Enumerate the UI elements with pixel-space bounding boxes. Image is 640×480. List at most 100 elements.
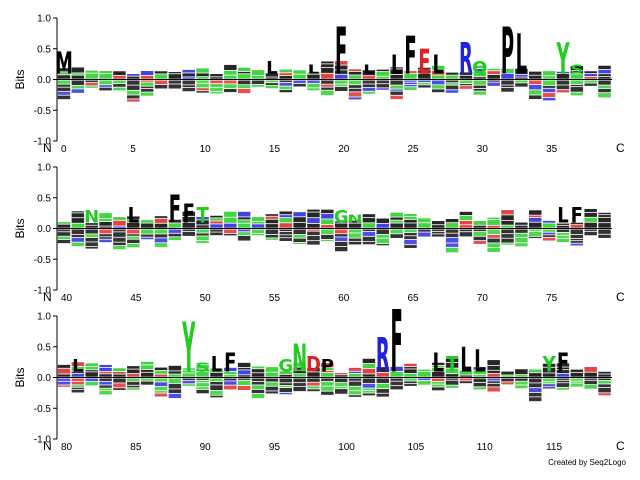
background-glyph-negative: [418, 232, 431, 237]
background-glyph: [57, 222, 71, 224]
background-glyph-negative: [113, 378, 126, 383]
background-glyph-negative: [515, 385, 528, 389]
background-glyph-negative: [99, 390, 112, 395]
y-tick-label: 0.5: [37, 44, 51, 55]
background-glyph: [542, 71, 556, 76]
background-glyph: [459, 75, 473, 79]
background-glyph: [501, 375, 514, 377]
background-glyph-negative: [57, 378, 71, 381]
background-glyph: [307, 223, 320, 228]
background-glyph: [182, 373, 195, 377]
background-glyph-negative: [529, 378, 542, 383]
background-glyph-negative: [501, 382, 514, 385]
background-glyph-negative: [431, 378, 445, 382]
background-glyph: [404, 369, 417, 374]
background-glyph: [473, 69, 487, 72]
background-glyph: [598, 212, 611, 215]
x-tick-label: 55: [269, 293, 281, 304]
background-glyph-negative: [418, 85, 431, 88]
background-glyph: [140, 361, 154, 365]
background-glyph: [334, 375, 348, 377]
residue-letter-Y: Y: [542, 352, 557, 377]
background-glyph-negative: [154, 84, 168, 89]
background-glyph-negative: [307, 231, 320, 236]
background-glyph-negative: [210, 385, 223, 391]
background-glyph-negative: [556, 378, 570, 380]
background-glyph: [113, 75, 126, 79]
background-glyph: [348, 367, 362, 371]
residue-letter-Q: Q: [472, 59, 487, 78]
background-glyph: [279, 215, 292, 218]
background-glyph: [376, 223, 390, 228]
background-glyph: [321, 73, 334, 79]
background-glyph: [362, 358, 376, 364]
x-tick-label: 115: [546, 442, 562, 453]
background-glyph: [321, 370, 334, 373]
background-glyph: [224, 211, 237, 217]
background-glyph-negative: [279, 388, 292, 393]
background-glyph-negative: [348, 386, 362, 391]
background-glyph: [307, 74, 320, 79]
background-glyph: [293, 70, 306, 74]
background-glyph-negative: [113, 80, 126, 84]
background-glyph-negative: [515, 83, 528, 87]
background-glyph-negative: [127, 243, 140, 248]
background-glyph: [542, 223, 556, 228]
background-glyph: [265, 372, 279, 377]
background-glyph-negative: [584, 378, 597, 380]
background-glyph-negative: [570, 92, 584, 96]
residue-letter-N: N: [348, 213, 363, 225]
background-glyph: [529, 75, 542, 79]
background-glyph-negative: [237, 232, 251, 236]
n-terminus-label: N: [43, 290, 52, 304]
background-glyph-negative: [265, 238, 279, 240]
background-glyph: [431, 365, 445, 368]
background-glyph-negative: [57, 236, 71, 240]
background-glyph-negative: [265, 382, 279, 386]
background-glyph: [390, 217, 403, 220]
background-glyph-negative: [515, 80, 528, 83]
background-glyph-negative: [182, 80, 195, 85]
background-glyph: [487, 360, 500, 366]
background-glyph-negative: [376, 393, 390, 397]
background-glyph: [459, 211, 473, 216]
background-glyph-negative: [529, 231, 542, 236]
background-glyph: [362, 363, 376, 369]
background-glyph: [265, 219, 279, 224]
background-glyph: [515, 68, 528, 74]
background-glyph-negative: [473, 88, 487, 91]
background-glyph-negative: [501, 80, 514, 85]
background-glyph-negative: [265, 234, 279, 238]
background-glyph-negative: [293, 229, 306, 235]
background-glyph: [251, 221, 265, 224]
background-glyph: [501, 210, 514, 215]
background-glyph: [251, 373, 265, 377]
background-glyph: [598, 65, 611, 69]
background-glyph-negative: [279, 383, 292, 386]
x-tick-label: 30: [477, 144, 489, 155]
background-glyph: [556, 223, 570, 225]
residue-letter-L: L: [308, 62, 320, 77]
background-glyph-negative: [570, 80, 584, 85]
background-glyph-negative: [196, 378, 209, 380]
background-glyph: [529, 71, 542, 75]
background-glyph-negative: [182, 384, 195, 386]
background-glyph: [473, 367, 487, 370]
residue-letter-M: M: [55, 46, 73, 81]
background-glyph-negative: [598, 387, 611, 393]
background-glyph: [71, 371, 85, 373]
background-glyph: [362, 223, 376, 228]
x-tick-label: 75: [546, 293, 558, 304]
background-glyph: [515, 77, 528, 79]
x-tick-label: 60: [338, 293, 350, 304]
background-glyph-negative: [529, 229, 542, 231]
background-glyph-negative: [140, 82, 154, 86]
background-glyph: [542, 363, 556, 367]
background-glyph: [127, 76, 140, 79]
background-glyph: [113, 374, 126, 377]
background-glyph: [140, 372, 154, 377]
residue-letter-Y: Y: [182, 309, 196, 388]
background-glyph: [224, 70, 237, 75]
background-glyph-negative: [168, 393, 182, 399]
